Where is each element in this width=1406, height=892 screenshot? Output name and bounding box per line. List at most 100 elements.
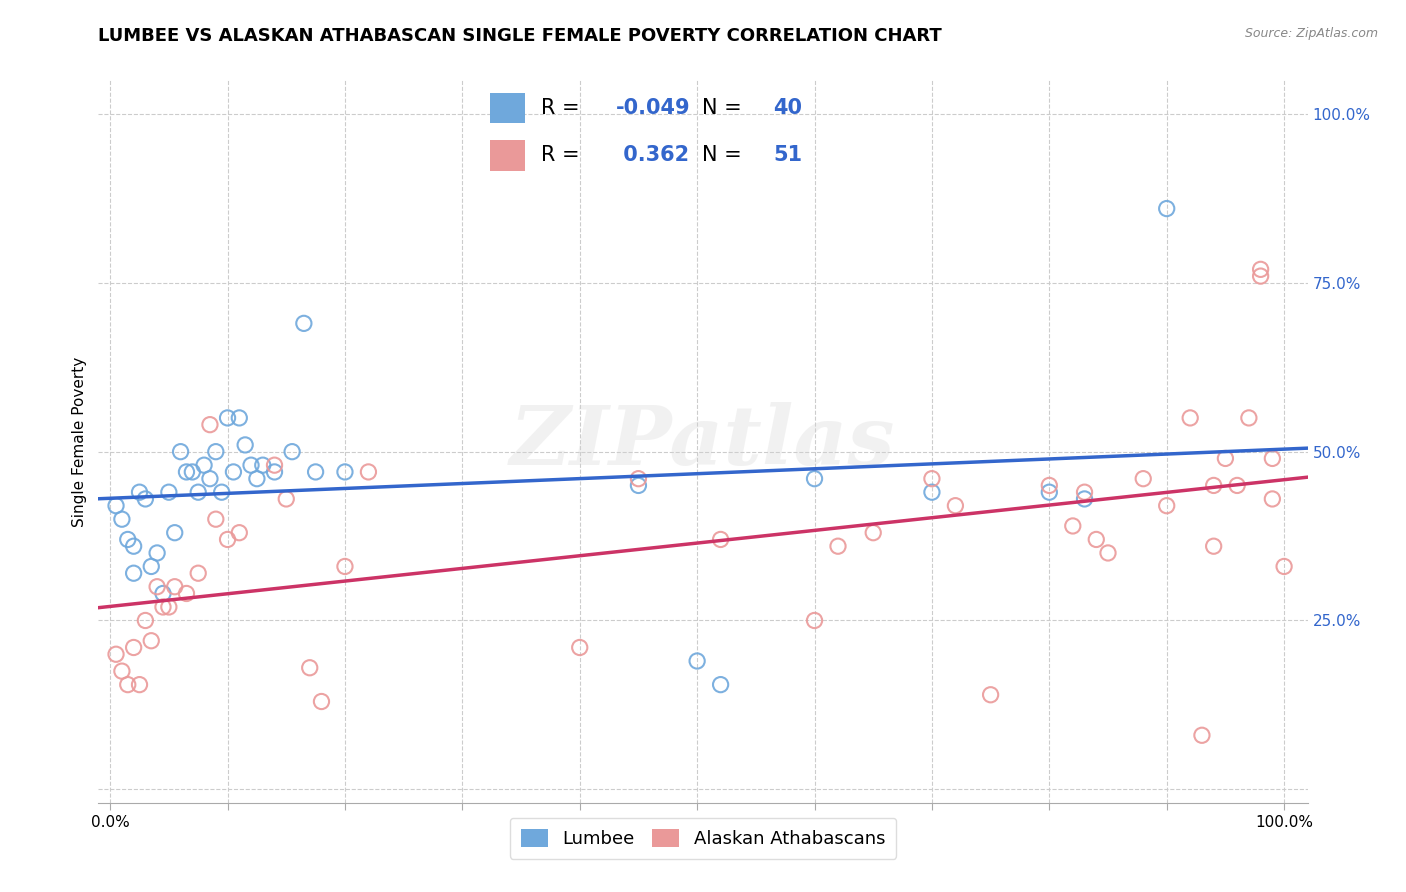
Point — [146, 546, 169, 560]
Point — [1191, 728, 1213, 742]
Point — [1226, 478, 1249, 492]
Point — [980, 688, 1002, 702]
Point — [1215, 451, 1237, 466]
Text: R =: R = — [541, 145, 579, 165]
Point — [1250, 262, 1272, 277]
Point — [1073, 485, 1095, 500]
Point — [686, 654, 709, 668]
Point — [803, 472, 825, 486]
Point — [146, 580, 169, 594]
Text: N =: N = — [703, 145, 742, 165]
Point — [627, 472, 650, 486]
Point — [246, 472, 269, 486]
Point — [263, 458, 285, 472]
Point — [222, 465, 245, 479]
Point — [204, 512, 226, 526]
Point — [357, 465, 380, 479]
Text: R =: R = — [541, 98, 579, 118]
Point — [304, 465, 326, 479]
Point — [333, 559, 356, 574]
Point — [862, 525, 884, 540]
Point — [1250, 269, 1272, 284]
Point — [627, 478, 650, 492]
FancyBboxPatch shape — [489, 93, 526, 123]
Point — [228, 525, 250, 540]
Point — [710, 678, 733, 692]
Point — [105, 647, 128, 661]
Point — [122, 539, 145, 553]
Point — [141, 559, 163, 574]
Point — [1202, 539, 1225, 553]
Text: 51: 51 — [773, 145, 803, 165]
Point — [710, 533, 733, 547]
Y-axis label: Single Female Poverty: Single Female Poverty — [72, 357, 87, 526]
Point — [1237, 411, 1260, 425]
Text: ZIPatlas: ZIPatlas — [510, 401, 896, 482]
Point — [134, 614, 156, 628]
Point — [1097, 546, 1119, 560]
Point — [181, 465, 204, 479]
Point — [217, 533, 239, 547]
Point — [128, 485, 150, 500]
Point — [1272, 559, 1295, 574]
Point — [263, 465, 285, 479]
Point — [1038, 485, 1060, 500]
Text: Source: ZipAtlas.com: Source: ZipAtlas.com — [1244, 27, 1378, 40]
Point — [1202, 478, 1225, 492]
Point — [187, 485, 209, 500]
Point — [281, 444, 304, 458]
Point — [105, 499, 128, 513]
Point — [276, 491, 298, 506]
Point — [152, 599, 174, 614]
Point — [1261, 491, 1284, 506]
Point — [117, 678, 139, 692]
Point — [1180, 411, 1202, 425]
Point — [233, 438, 256, 452]
Point — [204, 444, 226, 458]
Point — [921, 485, 943, 500]
Point — [1038, 478, 1060, 492]
Text: N =: N = — [703, 98, 742, 118]
Point — [141, 633, 163, 648]
Point — [152, 586, 174, 600]
Point — [1062, 519, 1084, 533]
Point — [169, 444, 191, 458]
Point — [252, 458, 274, 472]
Point — [298, 661, 321, 675]
Text: 0.362: 0.362 — [616, 145, 689, 165]
Point — [157, 599, 180, 614]
Point — [827, 539, 849, 553]
Point — [128, 678, 150, 692]
Point — [122, 640, 145, 655]
Text: LUMBEE VS ALASKAN ATHABASCAN SINGLE FEMALE POVERTY CORRELATION CHART: LUMBEE VS ALASKAN ATHABASCAN SINGLE FEMA… — [98, 27, 942, 45]
Point — [111, 664, 134, 678]
Point — [187, 566, 209, 581]
Point — [198, 472, 221, 486]
Text: 40: 40 — [773, 98, 803, 118]
Point — [1085, 533, 1108, 547]
Point — [163, 525, 186, 540]
Point — [157, 485, 180, 500]
Point — [198, 417, 221, 432]
Text: -0.049: -0.049 — [616, 98, 690, 118]
Point — [193, 458, 215, 472]
Point — [1261, 451, 1284, 466]
Point — [292, 317, 315, 331]
Point — [176, 465, 198, 479]
Point — [568, 640, 591, 655]
Point — [117, 533, 139, 547]
Point — [803, 614, 825, 628]
Point — [176, 586, 198, 600]
Point — [333, 465, 356, 479]
Point — [311, 694, 333, 708]
Legend: Lumbee, Alaskan Athabascans: Lumbee, Alaskan Athabascans — [510, 818, 896, 859]
Point — [1132, 472, 1154, 486]
Point — [211, 485, 233, 500]
Point — [240, 458, 263, 472]
FancyBboxPatch shape — [489, 140, 526, 170]
Point — [228, 411, 250, 425]
Point — [1073, 491, 1095, 506]
Point — [163, 580, 186, 594]
Point — [217, 411, 239, 425]
Point — [945, 499, 967, 513]
